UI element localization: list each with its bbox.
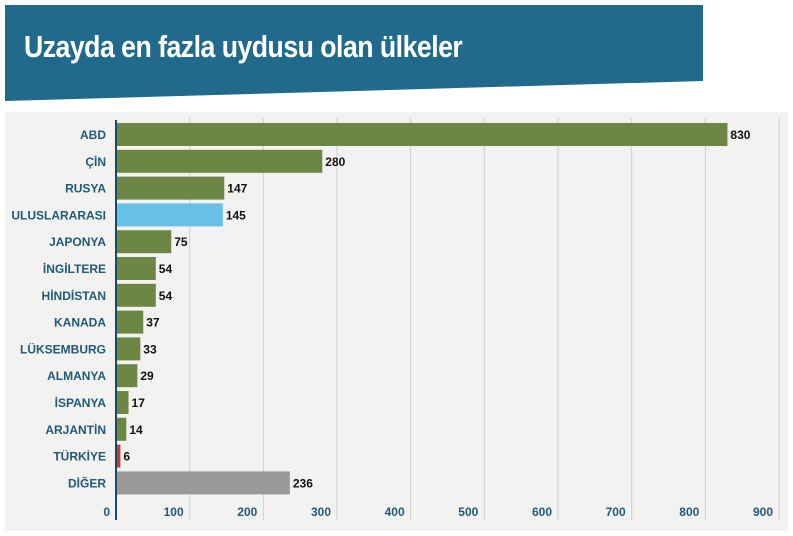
value-label: 17	[132, 396, 146, 410]
category-labels: ABD ÇİN RUSYA ULUSLARARASI JAPONYA İNGİLTERE H…	[11, 128, 106, 490]
value-label: 75	[174, 235, 188, 249]
x-tick-label: 200	[237, 505, 257, 519]
bar-3	[116, 203, 223, 227]
bar-0	[116, 123, 728, 146]
category-label: ÇİN	[85, 154, 106, 169]
category-label: JAPONYA	[49, 235, 106, 249]
category-label: ALMANYA	[47, 369, 106, 383]
value-label: 145	[226, 208, 246, 222]
banner-shape	[5, 5, 703, 101]
title-banner: Uzayda en fazla uydusu olan ülkeler	[5, 5, 703, 101]
bar-1	[116, 149, 323, 173]
category-label: LÜKSEMBURG	[20, 341, 106, 356]
category-label: ABD	[80, 128, 106, 142]
x-tick-label: 300	[311, 505, 331, 519]
value-label: 830	[730, 128, 750, 142]
category-label: İSPANYA	[55, 395, 107, 410]
gridlines	[189, 118, 780, 520]
category-label: KANADA	[54, 316, 106, 330]
chart-title: Uzayda en fazla uydusu olan ülkeler	[24, 29, 463, 64]
bar-10	[116, 391, 129, 414]
value-label: 14	[129, 423, 143, 437]
category-label: TÜRKİYE	[53, 449, 106, 464]
value-label: 236	[293, 476, 313, 490]
x-tick-label: 100	[164, 505, 184, 519]
bar-13	[116, 471, 290, 495]
bar-chart: ABD ÇİN RUSYA ULUSLARARASI JAPONYA İNGİLTERE H…	[11, 118, 780, 520]
x-tick-label: 700	[606, 505, 626, 519]
category-label: İNGİLTERE	[43, 261, 106, 276]
category-label: RUSYA	[65, 182, 106, 196]
bar-6	[116, 283, 156, 307]
x-tick-labels: 0 100 200 300 400 500 600 700 800 900	[103, 505, 773, 519]
bar-7	[116, 310, 144, 334]
value-label: 147	[227, 182, 247, 196]
category-label: HİNDİSTAN	[42, 288, 106, 303]
x-tick-label: 0	[103, 505, 110, 519]
category-label: ULUSLARARASI	[11, 208, 106, 222]
x-tick-label: 400	[385, 505, 405, 519]
value-label: 33	[143, 342, 157, 356]
x-tick-label: 600	[532, 505, 552, 519]
bar-8	[116, 337, 141, 361]
x-tick-label: 500	[458, 505, 478, 519]
x-tick-label: 900	[753, 505, 773, 519]
bar-4	[116, 230, 172, 254]
banner-background	[5, 5, 703, 101]
bar-5	[116, 257, 156, 280]
category-label: DİĞER	[68, 475, 106, 490]
value-label: 54	[159, 289, 173, 303]
value-label: 280	[325, 155, 345, 169]
value-label: 6	[123, 450, 130, 464]
bar-12	[116, 444, 121, 468]
value-label: 29	[140, 369, 154, 383]
bar-11	[116, 417, 127, 441]
chart-panel: ABD ÇİN RUSYA ULUSLARARASI JAPONYA İNGİLTERE H…	[5, 112, 788, 531]
x-tick-label: 800	[679, 505, 699, 519]
bar-2	[116, 176, 225, 200]
category-label: ARJANTİN	[45, 422, 106, 437]
bars	[116, 123, 728, 495]
bar-9	[116, 364, 138, 388]
value-label: 37	[146, 316, 160, 330]
value-label: 54	[159, 262, 173, 276]
